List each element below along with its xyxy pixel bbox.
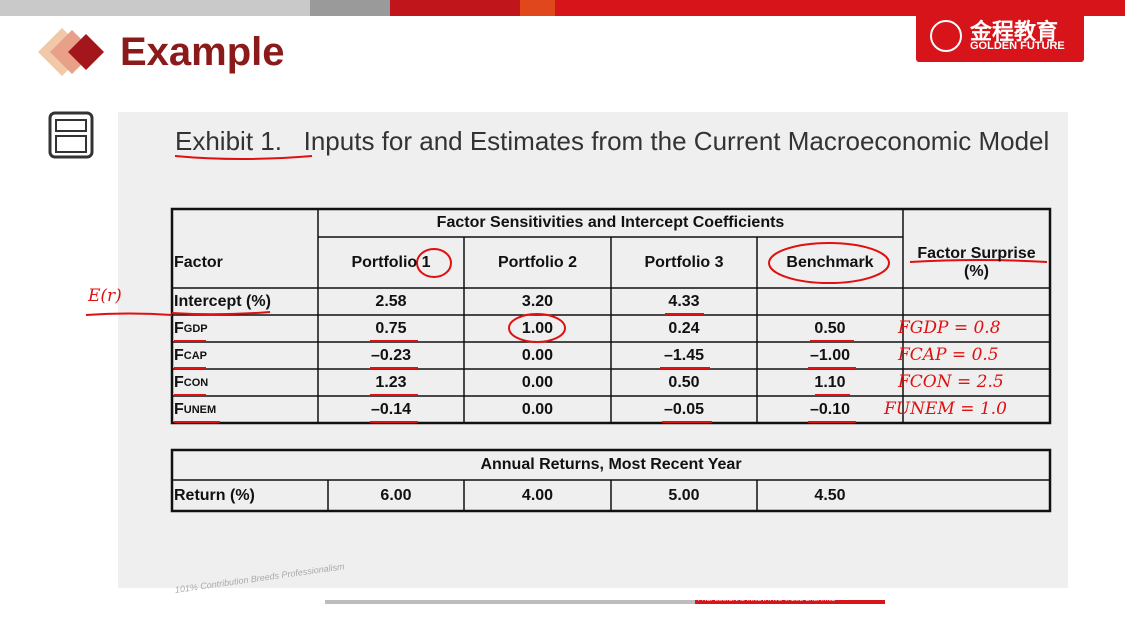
- annotation: E(r): [88, 286, 122, 306]
- logo-tagline: GOLDEN FUTURE: [970, 40, 1065, 52]
- table-cell: 0.00: [521, 400, 554, 418]
- returns-title: Annual Returns, Most Recent Year: [480, 456, 742, 473]
- column-header: Portfolio 1: [351, 253, 431, 271]
- table-cell: 1.23: [375, 373, 407, 391]
- logo-name: 金程教育: [970, 19, 1059, 44]
- table-cell: 0.00: [521, 346, 554, 364]
- exhibit-title: Exhibit 1. Inputs for and Estimates from…: [175, 120, 1055, 162]
- column-header: Portfolio 2: [497, 253, 578, 271]
- column-header: Factor Surprise (%): [917, 244, 1036, 280]
- table-cell: –0.14: [370, 400, 412, 418]
- table-cell: 1.00: [521, 319, 554, 337]
- table-cell: 0.00: [521, 373, 554, 391]
- group-header: Factor Sensitivities and Intercept Coeff…: [436, 214, 785, 231]
- table-cell: 2.58: [375, 292, 407, 310]
- row-label: F UNEM: [172, 396, 318, 423]
- factor-symbol: F: [174, 319, 184, 337]
- annotation: FUNEM = 1.0: [884, 399, 1007, 419]
- table-cell: –0.05: [663, 400, 705, 418]
- table-cell: 1.10: [814, 373, 846, 391]
- column-header: Factor: [174, 253, 223, 271]
- table-cell: 0.75: [375, 319, 407, 337]
- row-label: Intercept (%): [174, 292, 271, 310]
- motto: PROFESSIONAL·INNOVATIVE·VALUE CREATING: [698, 597, 836, 603]
- factor-symbol: F: [174, 346, 184, 364]
- factor-subscript: CAP: [183, 349, 208, 362]
- annotation: FCON = 2.5: [898, 372, 1004, 392]
- row-label: Return (%): [174, 486, 255, 504]
- row-label: F CON: [172, 369, 318, 396]
- factor-subscript: GDP: [183, 322, 208, 335]
- factor-subscript: UNEM: [183, 403, 217, 416]
- table-cell: 3.20: [521, 292, 554, 310]
- table-cell: 0.24: [668, 319, 700, 337]
- factor-symbol: F: [174, 373, 184, 391]
- factor-symbol: F: [174, 400, 184, 418]
- table-cell: 6.00: [380, 486, 412, 504]
- table-cell: 0.50: [668, 373, 700, 391]
- slide-title: Example: [120, 30, 285, 74]
- table-cell: 4.50: [814, 486, 846, 504]
- table-cell: 4.33: [668, 292, 700, 310]
- table-cell: –1.00: [809, 346, 851, 364]
- column-header: Portfolio 3: [644, 253, 724, 271]
- column-header: Benchmark: [786, 253, 874, 271]
- factor-subscript: CON: [183, 376, 209, 389]
- table-cell: –0.23: [370, 346, 412, 364]
- table-cell: 0.50: [814, 319, 846, 337]
- row-label: F CAP: [172, 342, 318, 369]
- annotation: FGDP = 0.8: [898, 318, 1001, 338]
- row-label: F GDP: [172, 315, 318, 342]
- table-cell: –0.10: [809, 400, 851, 418]
- exhibit-label: Exhibit 1.: [175, 126, 282, 156]
- annotation: FCAP = 0.5: [898, 345, 999, 365]
- table-cell: 5.00: [668, 486, 700, 504]
- table-cell: –1.45: [663, 346, 705, 364]
- table-cell: 4.00: [521, 486, 554, 504]
- exhibit-caption: Inputs for and Estimates from the Curren…: [303, 126, 1050, 156]
